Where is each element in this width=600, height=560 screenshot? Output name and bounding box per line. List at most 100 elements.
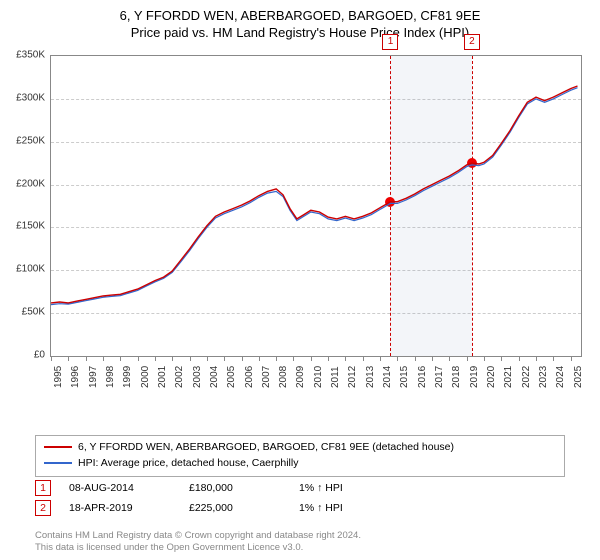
xtick-label: 2001 [157,366,168,388]
ytick-label: £300K [0,92,45,103]
event-label-box: 1 [382,34,398,50]
xtick [380,356,381,361]
xtick-label: 2012 [347,366,358,388]
xtick-label: 2010 [313,366,324,388]
xtick [207,356,208,361]
xtick-label: 2019 [469,366,480,388]
xtick-label: 2017 [434,366,445,388]
xtick [397,356,398,361]
chart-container: 6, Y FFORDD WEN, ABERBARGOED, BARGOED, C… [0,0,600,560]
xtick-label: 1995 [53,366,64,388]
title-block: 6, Y FFORDD WEN, ABERBARGOED, BARGOED, C… [0,0,600,42]
ytick-label: £0 [0,350,45,361]
ytick-label: £200K [0,178,45,189]
sale-price-1: £180,000 [189,482,299,494]
footer-line-2: This data is licensed under the Open Gov… [35,542,361,554]
xtick [103,356,104,361]
xtick-label: 2022 [521,366,532,388]
xtick [328,356,329,361]
footer: Contains HM Land Registry data © Crown c… [35,530,361,554]
plot-region: 12 [50,55,582,357]
ytick-label: £350K [0,50,45,61]
sales-row: 1 08-AUG-2014 £180,000 1% ↑ HPI [35,478,379,498]
legend: 6, Y FFORDD WEN, ABERBARGOED, BARGOED, C… [35,435,565,477]
xtick [51,356,52,361]
xtick-label: 2014 [382,366,393,388]
xtick-label: 2016 [417,366,428,388]
chart-area: 12 £0£50K£100K£150K£200K£250K£300K£350K1… [50,55,580,385]
xtick [86,356,87,361]
xtick-label: 2024 [555,366,566,388]
xtick-label: 2011 [330,366,341,388]
xtick-label: 2013 [365,366,376,388]
xtick [120,356,121,361]
title-address: 6, Y FFORDD WEN, ABERBARGOED, BARGOED, C… [0,8,600,25]
xtick-label: 2023 [538,366,549,388]
xtick [138,356,139,361]
legend-row-hpi: HPI: Average price, detached house, Caer… [44,456,556,472]
footer-line-1: Contains HM Land Registry data © Crown c… [35,530,361,542]
xtick [172,356,173,361]
series-hpi [51,88,578,305]
xtick-label: 2025 [573,366,584,388]
series-subject [51,86,578,303]
sale-date-2: 18-APR-2019 [69,502,189,514]
xtick-label: 2015 [399,366,410,388]
xtick [155,356,156,361]
xtick [519,356,520,361]
line-layer [51,56,581,356]
xtick [259,356,260,361]
xtick [501,356,502,361]
legend-label-subject: 6, Y FFORDD WEN, ABERBARGOED, BARGOED, C… [78,441,454,453]
sales-row: 2 18-APR-2019 £225,000 1% ↑ HPI [35,498,379,518]
xtick [363,356,364,361]
sale-pct-2: 1% ↑ HPI [299,502,379,514]
xtick-label: 2018 [451,366,462,388]
xtick [190,356,191,361]
xtick [311,356,312,361]
sale-pct-1: 1% ↑ HPI [299,482,379,494]
xtick [68,356,69,361]
xtick-label: 2006 [244,366,255,388]
legend-row-subject: 6, Y FFORDD WEN, ABERBARGOED, BARGOED, C… [44,440,556,456]
xtick [449,356,450,361]
xtick-label: 1997 [88,366,99,388]
xtick-label: 2000 [140,366,151,388]
legend-swatch-subject [44,446,72,448]
xtick-label: 2003 [192,366,203,388]
xtick [224,356,225,361]
xtick-label: 2007 [261,366,272,388]
xtick-label: 2004 [209,366,220,388]
xtick [484,356,485,361]
xtick-label: 1996 [70,366,81,388]
ytick-label: £150K [0,221,45,232]
xtick [293,356,294,361]
xtick-label: 2002 [174,366,185,388]
xtick-label: 2021 [503,366,514,388]
legend-swatch-hpi [44,462,72,464]
event-label-box: 2 [464,34,480,50]
ytick-label: £250K [0,135,45,146]
xtick-label: 1998 [105,366,116,388]
xtick [467,356,468,361]
xtick-label: 2005 [226,366,237,388]
xtick [553,356,554,361]
ytick-label: £100K [0,264,45,275]
xtick-label: 2008 [278,366,289,388]
xtick [276,356,277,361]
xtick-label: 2009 [295,366,306,388]
sale-date-1: 08-AUG-2014 [69,482,189,494]
xtick [432,356,433,361]
xtick [536,356,537,361]
xtick-label: 1999 [122,366,133,388]
xtick [415,356,416,361]
sale-marker-2: 2 [35,500,51,516]
xtick [345,356,346,361]
xtick-label: 2020 [486,366,497,388]
sale-price-2: £225,000 [189,502,299,514]
ytick-label: £50K [0,307,45,318]
sale-marker-1: 1 [35,480,51,496]
xtick [242,356,243,361]
xtick [571,356,572,361]
title-subtitle: Price paid vs. HM Land Registry's House … [0,25,600,42]
